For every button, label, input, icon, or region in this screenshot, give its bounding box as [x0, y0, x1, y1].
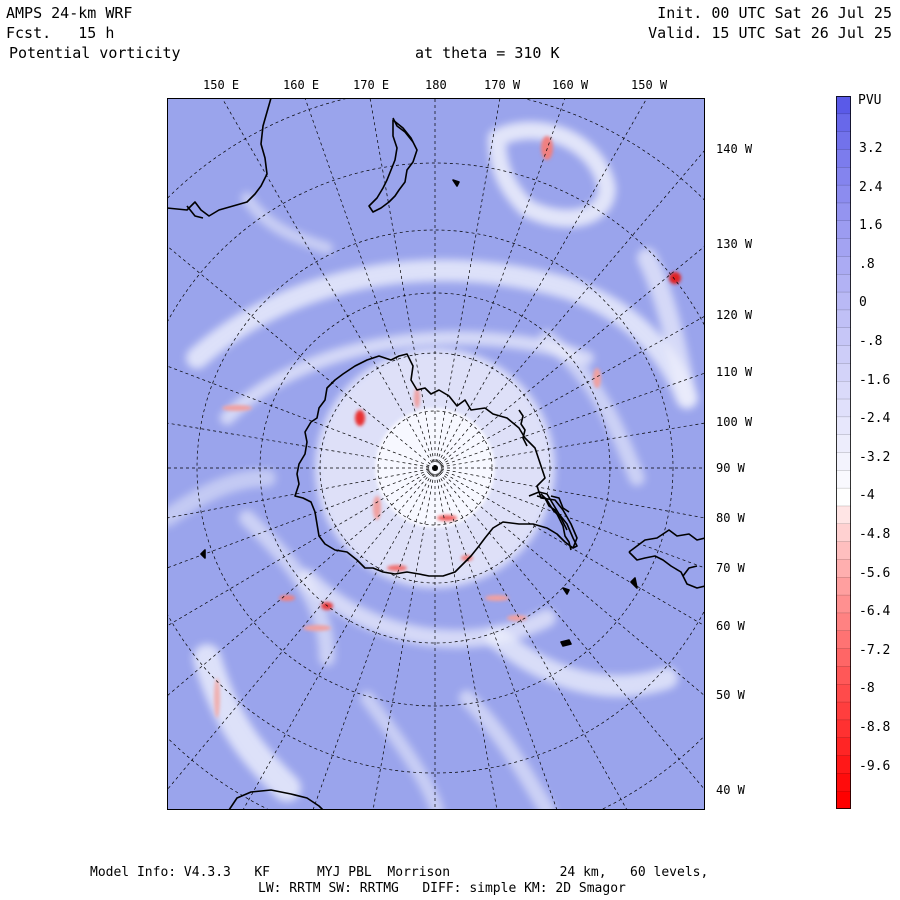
colorbar-segment [836, 755, 851, 774]
south-america-coast [628, 529, 705, 553]
colorbar-tick-label: .8 [859, 256, 875, 272]
colorbar-segment [836, 256, 851, 275]
new-zealand [368, 119, 418, 213]
model-title: AMPS 24-km WRF [6, 4, 133, 22]
theta-level: at theta = 310 K [415, 44, 560, 62]
lon-label-80w: 80 W [716, 511, 745, 525]
colorbar-segment [836, 238, 851, 257]
colorbar-tick-label: -4.8 [859, 527, 891, 542]
colorbar-unit: PVU [858, 93, 882, 108]
colorbar-segment [836, 648, 851, 667]
colorbar-segment [836, 719, 851, 739]
colorbar-tick-label: 1.6 [859, 218, 883, 234]
colorbar-segment [836, 309, 851, 329]
lon-label-180: 180 [425, 78, 447, 92]
antarctic-peninsula [528, 491, 578, 549]
colorbar-segment [836, 327, 851, 347]
pv-map [167, 98, 705, 810]
colorbar-tick-label: -.8 [859, 334, 883, 349]
colorbar-segment [836, 684, 851, 703]
model-info-line1: Model Info: V4.3.3 KF MYJ PBL Morrison 2… [90, 865, 709, 880]
lon-label-170w: 170 W [484, 78, 521, 92]
colorbar-segment [836, 96, 851, 115]
lon-label-120w: 120 W [716, 308, 753, 322]
colorbar-segment [836, 345, 851, 364]
colorbar-segment [836, 220, 851, 240]
colorbar-segment [836, 666, 851, 685]
colorbar-segment [836, 399, 851, 418]
lon-label-60w: 60 W [716, 619, 745, 633]
colorbar-segment [836, 791, 851, 809]
field-name: Potential vorticity [9, 44, 181, 62]
lon-label-150w: 150 W [631, 78, 668, 92]
pv-pale-bands [167, 121, 698, 810]
colorbar-tick-label: -7.2 [859, 642, 891, 658]
colorbar-segment [836, 470, 851, 489]
colorbar-segment [836, 167, 851, 186]
colorbar-tick-label: 3.2 [859, 141, 883, 156]
antarctica-coast [294, 353, 578, 577]
colorbar-segment [836, 702, 851, 721]
colorbar-segment [836, 274, 851, 293]
colorbar-segment [836, 131, 851, 150]
colorbar-segment [836, 541, 851, 560]
colorbar-segment [836, 505, 851, 525]
colorbar-tick-label: 0 [859, 295, 867, 311]
colorbar-tick-label: -6.4 [859, 604, 891, 620]
chile-fjords [518, 409, 528, 447]
colorbar-segment [836, 202, 851, 222]
colorbar-tick-label: -5.6 [859, 565, 891, 581]
colorbar-segment [836, 185, 851, 204]
colorbar-segment [836, 452, 851, 471]
colorbar-segment [836, 149, 851, 168]
model-info-line2: LW: RRTM SW: RRTMG DIFF: simple KM: 2D S… [258, 881, 626, 896]
colorbar-segment [836, 434, 851, 453]
lon-label-150e: 150 E [203, 78, 240, 92]
valid-time: Valid. 15 UTC Sat 26 Jul 25 [648, 24, 892, 42]
colorbar-segment [836, 523, 851, 543]
lon-label-160e: 160 E [283, 78, 320, 92]
colorbar-tick-label: -8 [859, 681, 875, 697]
colorbar-tick-label: -3.2 [859, 449, 891, 465]
colorbar-tick-label: -4 [859, 488, 875, 504]
colorbar-segment [836, 577, 851, 596]
lon-label-90w: 90 W [716, 461, 745, 475]
colorbar-segment [836, 363, 851, 382]
colorbar-segment [836, 773, 851, 792]
colorbar-segment [836, 595, 851, 614]
lon-label-140w: 140 W [716, 142, 753, 156]
init-time: Init. 00 UTC Sat 26 Jul 25 [657, 4, 892, 22]
pv-colorbar [836, 96, 851, 809]
forecast-hour: Fcst. 15 h [6, 24, 115, 42]
lon-label-70w: 70 W [716, 561, 745, 575]
lon-label-50w: 50 W [716, 688, 745, 702]
colorbar-segment [836, 113, 851, 133]
colorbar-tick-label: 2.4 [859, 179, 883, 195]
australia-coast [167, 98, 272, 217]
lon-label-170e: 170 E [353, 78, 390, 92]
colorbar-tick-label: -9.6 [859, 758, 891, 774]
colorbar-tick-label: -8.8 [859, 720, 891, 735]
colorbar-segment [836, 630, 851, 650]
lon-label-100w: 100 W [716, 415, 753, 429]
colorbar-segment [836, 292, 851, 311]
lon-label-40w: 40 W [716, 783, 745, 797]
colorbar-segment [836, 612, 851, 632]
lon-label-160w: 160 W [552, 78, 589, 92]
colorbar-segment [836, 559, 851, 578]
coastlines [167, 98, 705, 810]
colorbar-tick-label: -2.4 [859, 411, 891, 427]
colorbar-tick-label: -1.6 [859, 372, 891, 388]
lon-label-110w: 110 W [716, 365, 753, 379]
colorbar-segment [836, 488, 851, 507]
parallel-circles [167, 98, 705, 810]
colorbar-segment [836, 416, 851, 436]
colorbar-segment [836, 737, 851, 757]
lon-label-130w: 130 W [716, 237, 753, 251]
colorbar-segment [836, 381, 851, 400]
